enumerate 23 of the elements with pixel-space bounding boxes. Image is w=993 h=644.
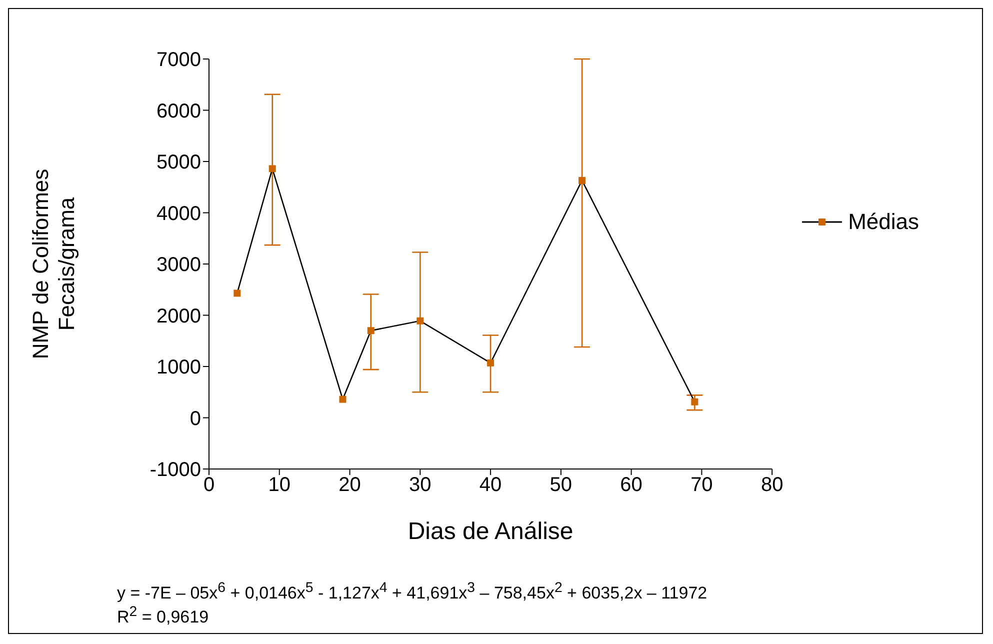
- x-tick-label: 20: [338, 474, 361, 496]
- x-tick-label: 10: [268, 474, 291, 496]
- x-tick-label: 50: [550, 474, 572, 496]
- text: R$^{2}$ = 0,9619: [117, 602, 210, 626]
- y-tick-label: 1000: [156, 356, 201, 379]
- y-tick-label: 6000: [156, 100, 201, 122]
- y-axis-title: NMP de Coliformes Fecais/grama: [28, 168, 79, 360]
- x-tick-label: 0: [203, 474, 215, 496]
- y-tick-label: 4000: [156, 202, 201, 225]
- x-tick-label: 70: [690, 474, 713, 496]
- y-tick-label: 5000: [156, 152, 201, 174]
- y-tick-label: 2000: [156, 305, 201, 328]
- y-tick-label: 7000: [156, 49, 201, 72]
- x-tick-label: 30: [409, 474, 432, 496]
- y-tick-label: 3000: [156, 254, 201, 276]
- y-tick-label: 0: [190, 408, 201, 430]
- legend-label: Médias: [848, 209, 919, 235]
- x-tick-label: 80: [760, 474, 784, 496]
- x-axis-title: Dias de Análise: [408, 518, 574, 545]
- text: y = -7E – 05x$^{6}$ + 0,0146x$^{5}$ - 1,127x$^{4}$ + 41,691x$^{3}$ – 758,45x$^{2}$ + 6035,2x – 11972: [117, 580, 708, 603]
- y-tick-label: -1000: [150, 459, 201, 482]
- x-tick-label: 40: [479, 474, 502, 496]
- x-tick-label: 60: [620, 474, 642, 496]
